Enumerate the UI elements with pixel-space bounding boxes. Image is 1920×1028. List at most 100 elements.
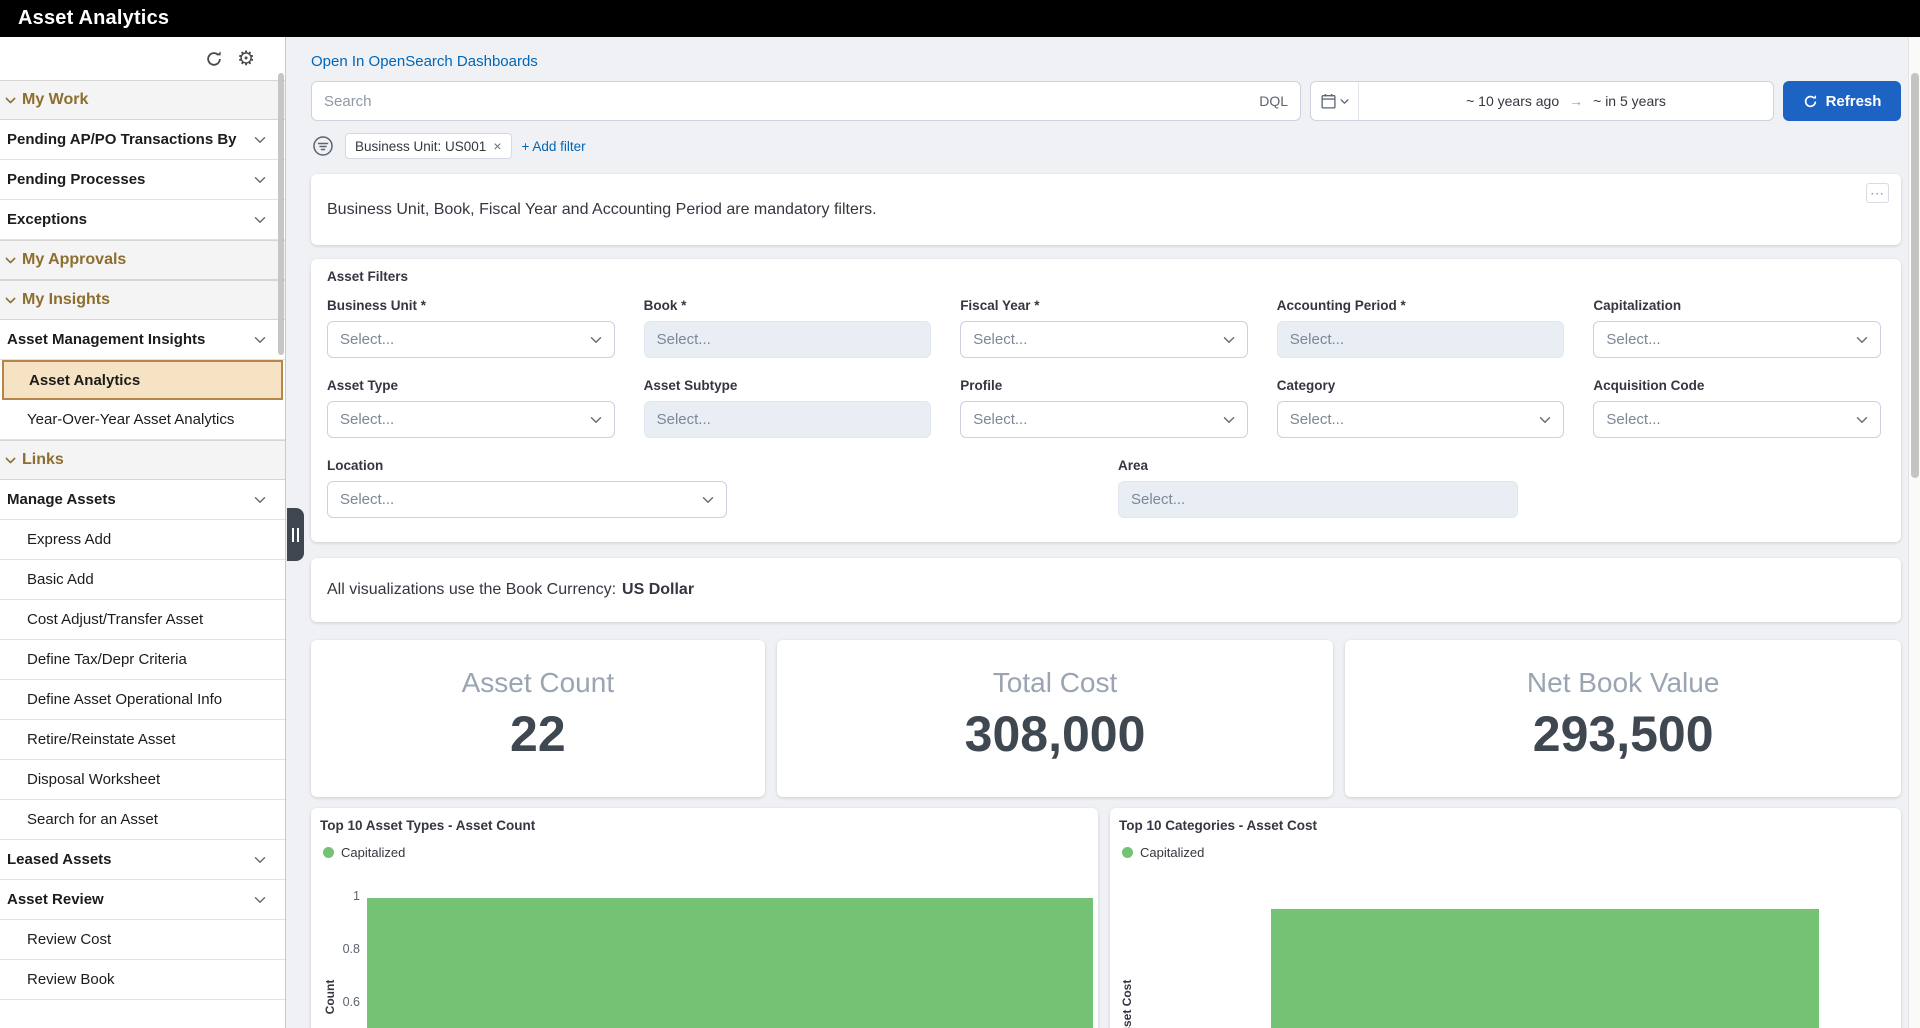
sidebar-item-basic-add[interactable]: Basic Add [0, 560, 285, 600]
asset-subtype-combobox[interactable]: Select... [643, 401, 932, 438]
handle-bar [297, 527, 299, 542]
filter-field-business-unit: Business Unit * Select... [327, 298, 615, 358]
y-axis-tick: 1 [353, 889, 360, 903]
acquisition-code-select[interactable]: Select... [1593, 401, 1881, 438]
item-label: Manage Assets [7, 491, 116, 508]
open-in-opensearch-link[interactable]: Open In OpenSearch Dashboards [311, 53, 538, 70]
sidebar-item-leased-assets[interactable]: Leased Assets [0, 840, 285, 880]
filter-field-capitalization: Capitalization Select... [1593, 298, 1881, 358]
select-placeholder: Select... [340, 411, 395, 428]
y-axis-label: Asset Cost [1120, 979, 1134, 1028]
currency-note-prefix: All visualizations use the Book Currency… [327, 581, 617, 598]
notice-text: Business Unit, Book, Fiscal Year and Acc… [327, 200, 877, 218]
main-scrollbar-thumb[interactable] [1911, 73, 1919, 478]
metric-asset-count: Asset Count 22 [311, 640, 765, 797]
chevron-down-icon [254, 174, 266, 186]
gear-icon[interactable]: ⚙ [237, 47, 255, 70]
chevron-down-icon [5, 255, 16, 266]
section-label: My Approvals [22, 251, 127, 268]
search-input[interactable] [324, 92, 1252, 110]
bar-capitalized[interactable] [367, 898, 1093, 1028]
sidebar-section-my-work[interactable]: My Work [0, 80, 285, 120]
sidebar-collapse-handle[interactable] [287, 508, 304, 561]
dql-button[interactable]: DQL [1259, 93, 1288, 109]
add-filter-link[interactable]: + Add filter [521, 138, 586, 154]
select-placeholder: Select... [1606, 331, 1661, 348]
sidebar-item-search-for-an-asset[interactable]: Search for an Asset [0, 800, 285, 840]
calendar-dropdown-button[interactable] [1311, 82, 1359, 120]
field-label: Area [1118, 458, 1149, 473]
asset-filters-grid: Business Unit * Select... Book * Select.… [327, 298, 1881, 518]
main-content: Open In OpenSearch Dashboards DQL [286, 37, 1908, 1028]
sidebar-item-manage-assets[interactable]: Manage Assets [0, 480, 285, 520]
close-icon[interactable]: × [493, 138, 502, 154]
filter-field-acquisition-code: Acquisition Code Select... [1593, 378, 1881, 438]
item-label: Review Cost [27, 931, 112, 948]
chevron-down-icon [254, 214, 266, 226]
field-label: Location [327, 458, 384, 473]
item-label: Basic Add [27, 571, 94, 588]
book-combobox[interactable]: Select... [643, 321, 932, 358]
filter-field-location: Location Select... [327, 458, 727, 518]
location-select[interactable]: Select... [327, 481, 727, 518]
sidebar-item-exceptions[interactable]: Exceptions [0, 200, 285, 240]
filter-field-book: Book * Select... [643, 298, 932, 358]
sidebar-item-define-tax-depr-criteria[interactable]: Define Tax/Depr Criteria [0, 640, 285, 680]
fiscal-year-select[interactable]: Select... [960, 321, 1248, 358]
sidebar-item-define-asset-operational-info[interactable]: Define Asset Operational Info [0, 680, 285, 720]
profile-select[interactable]: Select... [960, 401, 1248, 438]
chart-legend[interactable]: Capitalized [323, 845, 405, 860]
search-box: DQL [311, 81, 1301, 121]
date-range-picker: ~ 10 years ago → ~ in 5 years [1310, 81, 1774, 121]
sidebar-section-my-approvals[interactable]: My Approvals [0, 240, 285, 280]
chevron-down-icon [1339, 97, 1349, 106]
capitalization-select[interactable]: Select... [1593, 321, 1881, 358]
sidebar-item-asset-management-insights[interactable]: Asset Management Insights [0, 320, 285, 360]
filter-pill-business-unit[interactable]: Business Unit: US001 × [345, 133, 512, 159]
refresh-icon[interactable] [205, 50, 223, 68]
area-combobox[interactable]: Select... [1118, 481, 1518, 518]
item-label: Disposal Worksheet [27, 771, 161, 788]
field-label: Acquisition Code [1593, 378, 1705, 393]
field-label: Asset Subtype [643, 378, 738, 393]
bar-capitalized[interactable] [1271, 909, 1819, 1028]
chevron-down-icon [5, 455, 16, 466]
sidebar-item-express-add[interactable]: Express Add [0, 520, 285, 560]
asset-filters-title: Asset Filters [327, 269, 409, 284]
accounting-period-combobox[interactable]: Select... [1276, 321, 1565, 358]
sidebar-item-retire-reinstate-asset[interactable]: Retire/Reinstate Asset [0, 720, 285, 760]
filter-menu-icon[interactable] [311, 134, 335, 158]
item-label: Pending Processes [7, 171, 146, 188]
sidebar-item-pending-ap-po-transactions[interactable]: Pending AP/PO Transactions By [0, 120, 285, 160]
sidebar-item-asset-review[interactable]: Asset Review [0, 880, 285, 920]
sidebar-item-review-cost[interactable]: Review Cost [0, 920, 285, 960]
field-label: Book * [643, 298, 687, 313]
sidebar-item-pending-processes[interactable]: Pending Processes [0, 160, 285, 200]
sidebar-scrollbar[interactable] [278, 73, 284, 355]
business-unit-select[interactable]: Select... [327, 321, 615, 358]
sidebar-item-disposal-worksheet[interactable]: Disposal Worksheet [0, 760, 285, 800]
refresh-button[interactable]: Refresh [1783, 81, 1901, 121]
main-scrollbar-track[interactable] [1908, 37, 1920, 1028]
chart-legend[interactable]: Capitalized [1122, 845, 1204, 860]
chevron-down-icon [1856, 414, 1868, 426]
category-select[interactable]: Select... [1276, 401, 1565, 438]
sidebar-section-links[interactable]: Links [0, 440, 285, 480]
handle-bar [292, 527, 294, 542]
date-to[interactable]: ~ in 5 years [1593, 93, 1666, 109]
filter-field-profile: Profile Select... [960, 378, 1248, 438]
filter-pill-label: Business Unit: US001 [355, 138, 487, 154]
sidebar-section-my-insights[interactable]: My Insights [0, 280, 285, 320]
asset-type-select[interactable]: Select... [327, 401, 615, 438]
filter-field-asset-subtype: Asset Subtype Select... [643, 378, 932, 438]
sidebar-item-asset-analytics[interactable]: Asset Analytics [2, 360, 283, 400]
date-from[interactable]: ~ 10 years ago [1466, 93, 1560, 109]
body-row: ⚙ My Work Pending AP/PO Transactions By … [0, 37, 1920, 1028]
panel-menu-icon[interactable]: ⋯ [1866, 183, 1889, 203]
sidebar-item-review-book[interactable]: Review Book [0, 960, 285, 1000]
sidebar-item-year-over-year-asset-analytics[interactable]: Year-Over-Year Asset Analytics [0, 400, 285, 440]
book-currency-note: All visualizations use the Book Currency… [311, 558, 1901, 622]
refresh-label: Refresh [1825, 92, 1882, 110]
filter-field-area: Area Select... [1118, 458, 1518, 518]
sidebar-item-cost-adjust-transfer-asset[interactable]: Cost Adjust/Transfer Asset [0, 600, 285, 640]
